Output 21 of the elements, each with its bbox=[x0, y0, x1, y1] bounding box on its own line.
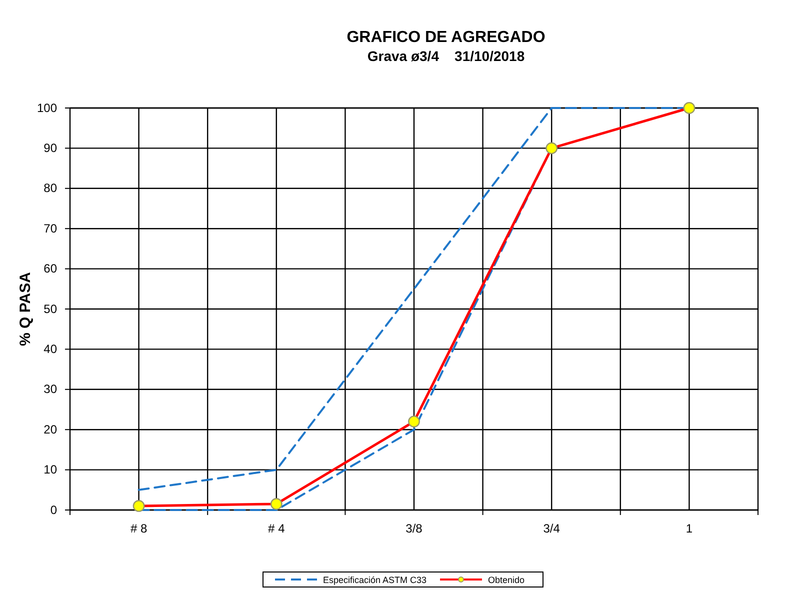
y-tick-label: 50 bbox=[44, 302, 58, 316]
y-tick-label: 90 bbox=[44, 141, 58, 156]
x-tick-label: # 8 bbox=[130, 522, 148, 536]
y-tick-label: 80 bbox=[44, 181, 58, 196]
legend-label: Obtenido bbox=[488, 575, 525, 585]
x-tick-label: 3/4 bbox=[543, 522, 560, 536]
x-tick-label: 3/8 bbox=[406, 522, 423, 536]
chart-subtitle: Grava ø3/4 31/10/2018 bbox=[367, 48, 525, 64]
y-tick-label: 10 bbox=[44, 462, 58, 477]
y-tick-label: 100 bbox=[36, 100, 58, 115]
chart-title: GRAFICO DE AGREGADO bbox=[346, 29, 546, 46]
y-tick-label: 0 bbox=[50, 502, 58, 517]
y-tick-label: 40 bbox=[44, 342, 58, 356]
y-tick-label: 70 bbox=[44, 221, 58, 236]
x-tick-label: 1 bbox=[686, 522, 693, 536]
y-axis-title: % Q PASA bbox=[17, 272, 34, 346]
y-tick-label: 60 bbox=[44, 262, 58, 276]
y-tick-label: 30 bbox=[44, 382, 58, 396]
legend-label: Especificación ASTM C33 bbox=[323, 575, 427, 585]
x-tick-label: # 4 bbox=[268, 522, 286, 536]
y-tick-label: 20 bbox=[44, 422, 58, 436]
